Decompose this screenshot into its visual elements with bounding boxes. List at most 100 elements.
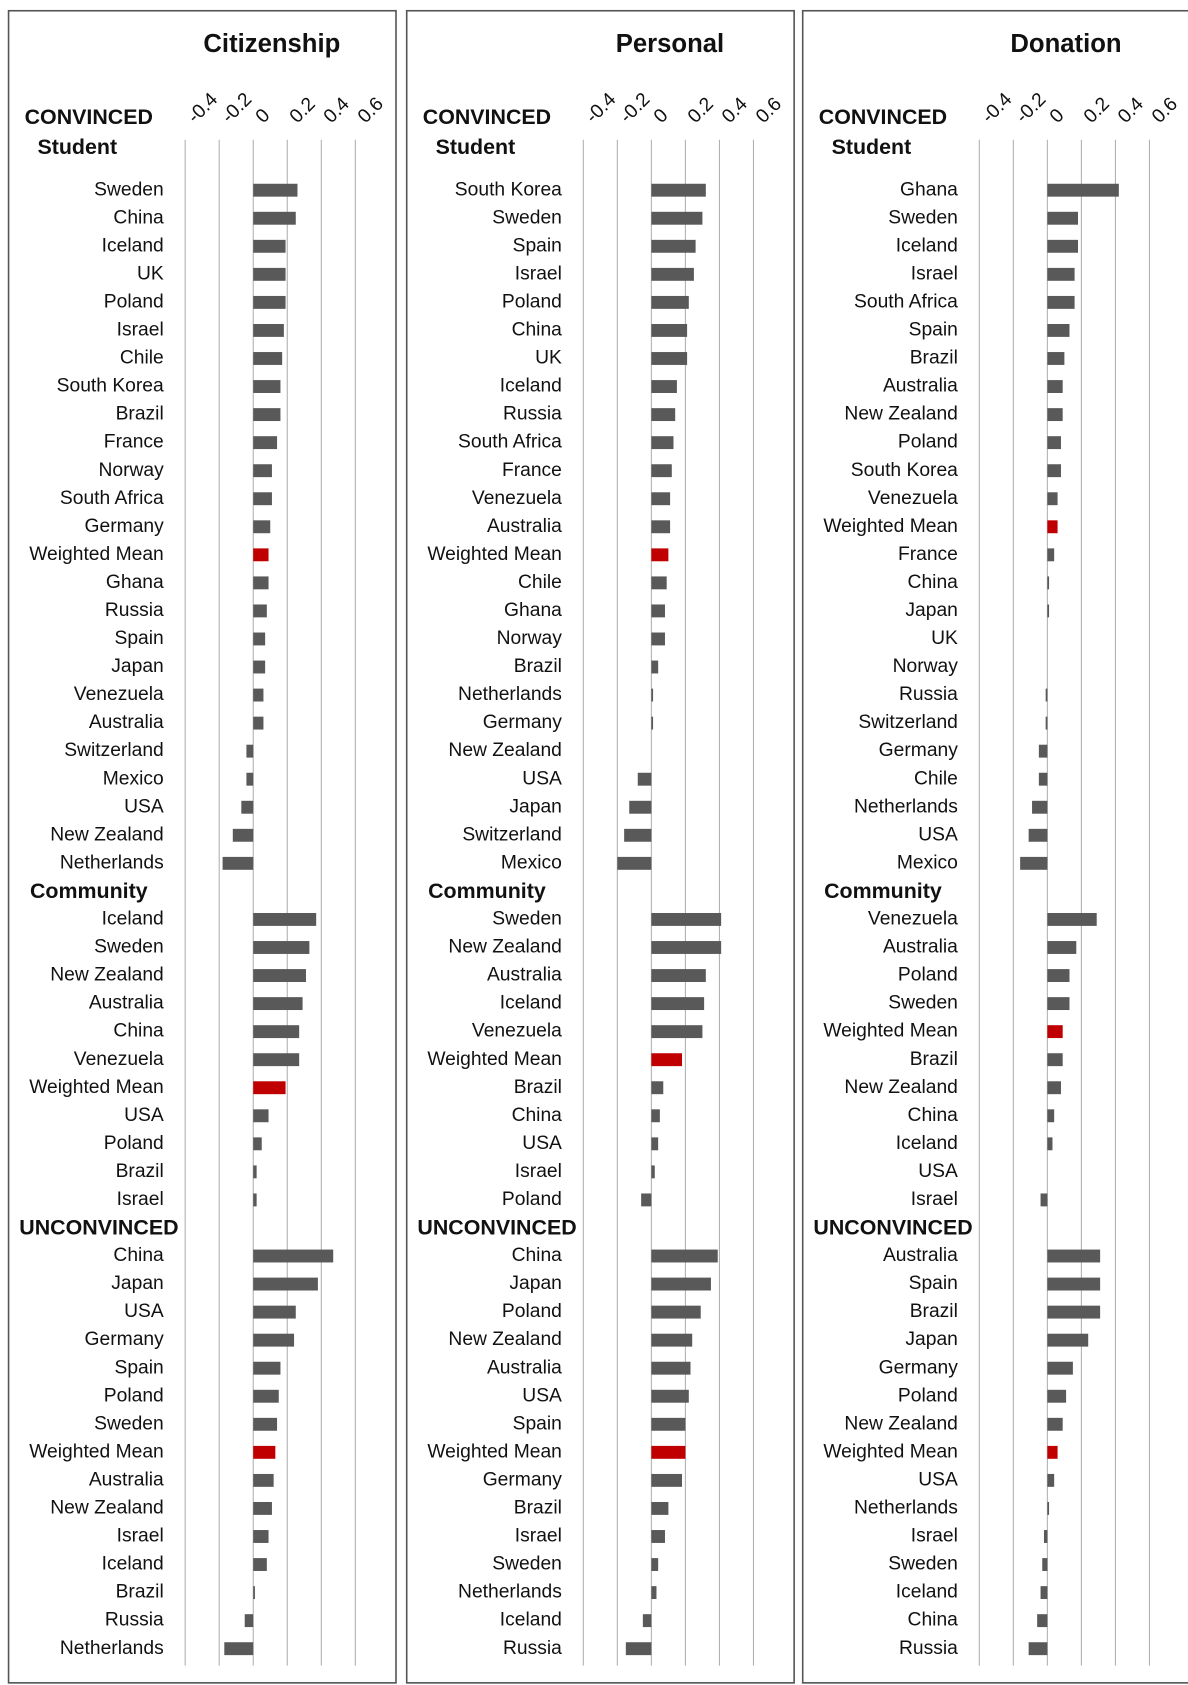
bar: [651, 604, 665, 618]
category-label: Japan: [509, 1273, 561, 1294]
bar: [253, 352, 283, 365]
bar: [253, 1501, 272, 1515]
bar: [1047, 520, 1058, 534]
category-label: Japan: [905, 600, 957, 621]
bar: [1047, 997, 1070, 1011]
bar: [651, 1137, 659, 1151]
category-label: Iceland: [500, 993, 562, 1014]
category-label: Weighted Mean: [823, 1021, 958, 1042]
bar: [1047, 1361, 1073, 1375]
category-label: Netherlands: [60, 852, 164, 873]
group-header: Community: [824, 879, 942, 903]
x-tick-label: 0: [1046, 105, 1068, 127]
bar: [651, 1417, 686, 1431]
category-label: Mexico: [501, 852, 562, 873]
category-label: China: [512, 320, 563, 341]
bar: [1047, 1305, 1101, 1319]
category-label: Netherlands: [854, 1498, 958, 1519]
category-label: Brazil: [116, 404, 164, 425]
bar: [1047, 1333, 1089, 1347]
category-label: Brazil: [514, 1498, 562, 1519]
bar: [651, 660, 659, 674]
bar: [253, 323, 284, 337]
category-label: New Zealand: [844, 404, 957, 425]
bar: [651, 1109, 660, 1123]
category-label: Israel: [117, 1526, 164, 1547]
category-label: Australia: [89, 1469, 164, 1490]
bar: [617, 856, 652, 870]
x-tick-label: 0.6: [1148, 94, 1182, 128]
category-label: New Zealand: [50, 965, 163, 986]
bar: [1047, 380, 1063, 393]
bar: [1047, 1417, 1063, 1431]
category-label: Russia: [899, 1638, 958, 1659]
bar: [1047, 576, 1050, 590]
category-label: Australia: [89, 993, 164, 1014]
category-label: Australia: [883, 376, 958, 397]
bar: [253, 1109, 269, 1123]
bar: [1047, 1109, 1055, 1123]
category-label: Weighted Mean: [29, 544, 164, 565]
bar: [637, 772, 652, 786]
category-label: Israel: [117, 1189, 164, 1210]
category-label: New Zealand: [50, 1498, 163, 1519]
category-label: China: [512, 1245, 563, 1266]
category-label: Iceland: [896, 1582, 958, 1603]
category-label: Iceland: [896, 235, 958, 256]
category-label: Poland: [502, 1301, 562, 1322]
bar: [1047, 267, 1075, 281]
bar: [1020, 856, 1048, 870]
category-label: Mexico: [897, 852, 958, 873]
category-label: Netherlands: [854, 796, 958, 817]
category-label: USA: [918, 1469, 958, 1490]
x-tick-label: -0.2: [616, 89, 654, 127]
group-header: UNCONVINCED: [19, 1216, 178, 1240]
category-label: Norway: [893, 656, 959, 677]
bar: [1047, 211, 1078, 225]
bar: [651, 1501, 669, 1515]
category-label: Brazil: [910, 348, 958, 369]
category-label: South Korea: [57, 376, 164, 397]
bar: [651, 183, 706, 197]
panel-frame: [801, 9, 1188, 1684]
category-label: Poland: [104, 1133, 164, 1154]
bar: [253, 1333, 295, 1347]
category-label: Spain: [114, 1357, 163, 1378]
x-tick-label: 0.2: [286, 94, 320, 128]
category-label: Weighted Mean: [427, 544, 562, 565]
category-label: China: [908, 1105, 959, 1126]
x-tick-label: 0.6: [354, 94, 388, 128]
x-tick-label: 0.4: [718, 93, 752, 127]
bar: [1047, 183, 1119, 197]
category-label: Russia: [503, 1638, 562, 1659]
bar: [1045, 688, 1048, 702]
bar: [253, 1389, 279, 1403]
category-label: France: [898, 544, 958, 565]
category-label: China: [908, 572, 959, 593]
category-label: Brazil: [116, 1161, 164, 1182]
bar: [253, 1305, 296, 1319]
category-label: Venezuela: [472, 1021, 562, 1042]
category-label: South Africa: [60, 488, 164, 509]
bar: [1047, 548, 1055, 562]
category-label: Japan: [111, 1273, 163, 1294]
bar: [253, 716, 264, 730]
bar: [1047, 1445, 1058, 1459]
bar: [253, 1586, 255, 1600]
bar: [253, 380, 281, 393]
bar: [253, 267, 286, 281]
bar: [244, 1614, 254, 1628]
bar: [1047, 969, 1070, 982]
category-label: UK: [535, 348, 562, 369]
group-header: CONVINCED: [819, 105, 947, 129]
category-label: Norway: [497, 628, 563, 649]
bar: [1047, 1053, 1063, 1067]
category-label: Sweden: [888, 207, 958, 228]
category-label: Weighted Mean: [29, 1441, 164, 1462]
bar: [246, 744, 254, 758]
bar: [253, 1558, 267, 1571]
category-label: Japan: [111, 656, 163, 677]
category-label: Australia: [487, 1357, 562, 1378]
category-label: Israel: [515, 1526, 562, 1547]
